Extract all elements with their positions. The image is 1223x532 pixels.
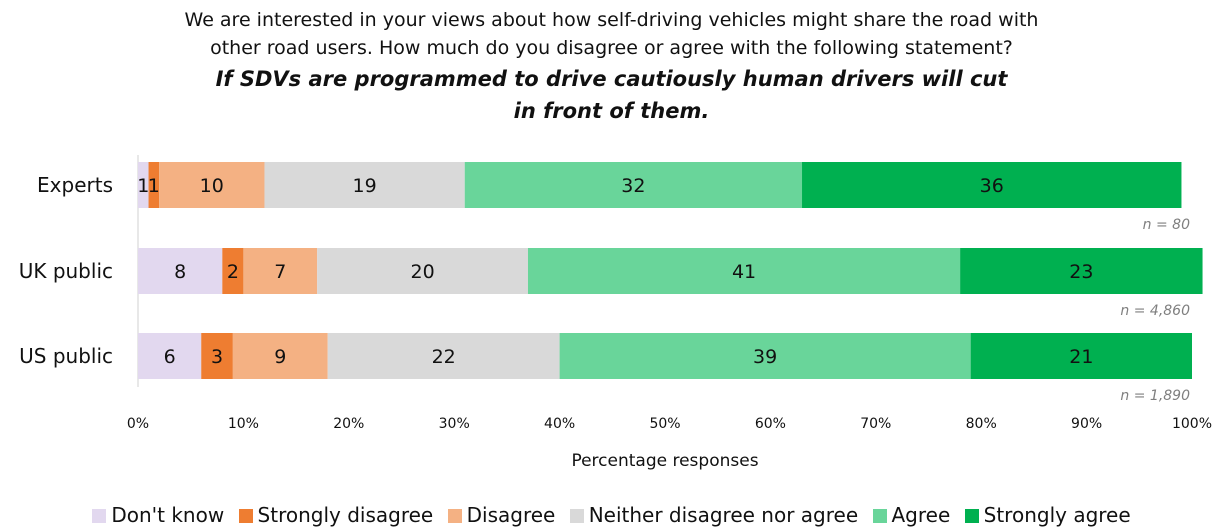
data-label: 19 bbox=[353, 175, 377, 197]
x-tick-label: 100% bbox=[1172, 416, 1212, 432]
legend-swatch bbox=[964, 509, 979, 523]
sample-size-label: n = 4,860 bbox=[1120, 303, 1190, 319]
x-axis-title: Percentage responses bbox=[571, 451, 758, 471]
data-label: 2 bbox=[227, 261, 239, 283]
data-label: 3 bbox=[211, 346, 223, 368]
x-tick-label: 80% bbox=[966, 416, 997, 432]
data-label: 8 bbox=[174, 261, 186, 283]
bar-segment bbox=[960, 248, 1203, 294]
legend-label: Neither disagree nor agree bbox=[588, 503, 859, 527]
data-label: 32 bbox=[621, 175, 645, 197]
bar-segment bbox=[201, 333, 233, 379]
data-label: 20 bbox=[410, 261, 434, 283]
statement-line-1: If SDVs are programmed to drive cautious… bbox=[215, 67, 1008, 91]
bar-segment bbox=[559, 333, 971, 379]
legend-item-strongly-disagree: Strongly disagree bbox=[238, 503, 434, 527]
data-label: 36 bbox=[980, 175, 1004, 197]
legend-label: Agree bbox=[891, 503, 951, 527]
bar-segment bbox=[148, 162, 160, 208]
bar-segment bbox=[970, 333, 1192, 379]
x-tick-label: 10% bbox=[228, 416, 259, 432]
bar-segment bbox=[327, 333, 560, 379]
x-tick-label: 50% bbox=[649, 416, 680, 432]
chart-title-line-2: other road users. How much do you disagr… bbox=[210, 37, 1013, 59]
x-tick-label: 70% bbox=[860, 416, 891, 432]
legend-label: Disagree bbox=[466, 503, 556, 527]
x-tick-label: 30% bbox=[439, 416, 470, 432]
legend-item-agree: Agree bbox=[872, 503, 951, 527]
bar-segment bbox=[264, 162, 465, 208]
data-label: 23 bbox=[1069, 261, 1093, 283]
data-label: 22 bbox=[432, 346, 456, 368]
data-label: 21 bbox=[1069, 346, 1093, 368]
data-label: 1 bbox=[148, 175, 160, 197]
bar-segment bbox=[159, 162, 265, 208]
bar-segment bbox=[138, 248, 223, 294]
data-label: 6 bbox=[164, 346, 176, 368]
legend-swatch bbox=[238, 509, 253, 523]
data-label: 39 bbox=[753, 346, 777, 368]
category-label: Experts bbox=[37, 173, 113, 197]
data-label: 10 bbox=[200, 175, 224, 197]
legend-swatch bbox=[92, 509, 107, 523]
bar-segment bbox=[138, 162, 149, 208]
data-label: 7 bbox=[274, 261, 286, 283]
legend-label: Strongly disagree bbox=[257, 503, 434, 527]
data-label: 9 bbox=[274, 346, 286, 368]
bar-segment bbox=[464, 162, 803, 208]
statement-line-2: in front of them. bbox=[513, 99, 710, 123]
bar-segment bbox=[527, 248, 961, 294]
bar-segment bbox=[138, 333, 202, 379]
bar-segment bbox=[802, 162, 1182, 208]
bar-segment bbox=[317, 248, 528, 294]
data-label: 1 bbox=[137, 175, 149, 197]
legend-swatch bbox=[872, 509, 887, 523]
legend-item-dont-know: Don't know bbox=[92, 503, 224, 527]
x-tick-label: 60% bbox=[755, 416, 786, 432]
legend-label: Don't know bbox=[111, 503, 225, 527]
legend-item-strongly-agree: Strongly agree bbox=[964, 503, 1131, 527]
x-tick-label: 90% bbox=[1071, 416, 1102, 432]
legend-item-neither: Neither disagree nor agree bbox=[569, 503, 859, 527]
legend-swatch bbox=[569, 509, 584, 523]
bar-segment bbox=[232, 333, 328, 379]
bar-segment bbox=[243, 248, 318, 294]
x-tick-label: 0% bbox=[127, 416, 149, 432]
legend-label: Strongly agree bbox=[983, 503, 1131, 527]
category-label: UK public bbox=[19, 259, 113, 283]
data-label: 41 bbox=[732, 261, 756, 283]
x-tick-label: 20% bbox=[333, 416, 364, 432]
legend: Don't know Strongly disagree Disagree Ne… bbox=[0, 503, 1223, 527]
legend-item-disagree: Disagree bbox=[447, 503, 556, 527]
sample-size-label: n = 80 bbox=[1143, 217, 1190, 233]
legend-swatch bbox=[447, 509, 462, 523]
bar-segment bbox=[222, 248, 244, 294]
x-tick-label: 40% bbox=[544, 416, 575, 432]
category-label: US public bbox=[19, 344, 113, 368]
chart-title-line-1: We are interested in your views about ho… bbox=[184, 9, 1039, 31]
sample-size-label: n = 1,890 bbox=[1120, 388, 1190, 404]
